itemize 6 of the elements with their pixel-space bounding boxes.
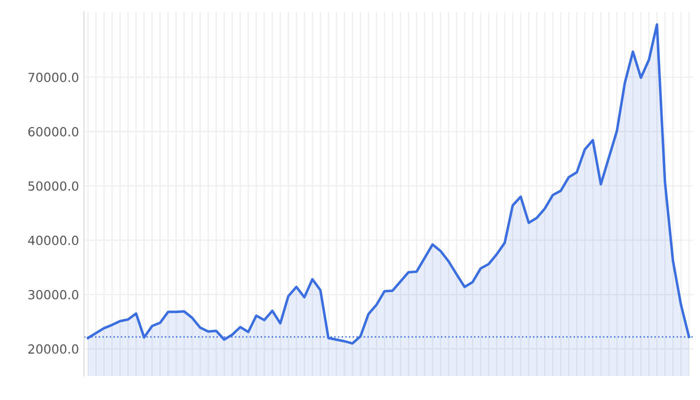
- y-tick-label: 30000.0: [28, 290, 78, 300]
- y-tick-label: 20000.0: [28, 344, 78, 354]
- y-tick-label: 40000.0: [28, 236, 78, 246]
- y-tick-label: 70000.0: [28, 72, 78, 82]
- y-tick-label: 60000.0: [28, 126, 78, 136]
- y-tick-label: 50000.0: [28, 181, 78, 191]
